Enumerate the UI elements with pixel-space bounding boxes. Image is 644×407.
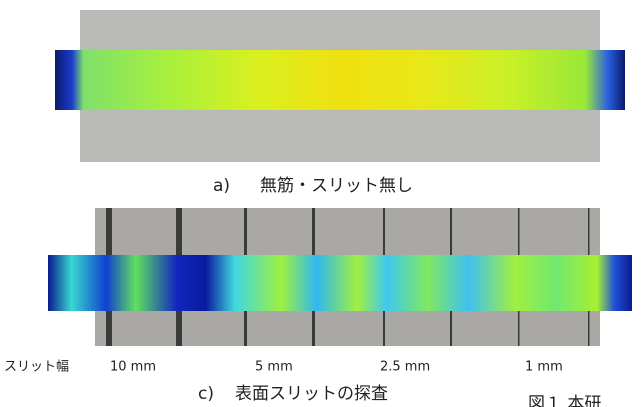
heatmap-a [55, 50, 625, 110]
slit-width: 2.5 mm [380, 360, 430, 375]
slit-width: 5 mm [255, 360, 293, 375]
slit-width: 1 mm [525, 360, 563, 375]
panel-label: a) [213, 176, 230, 196]
panel-caption: 無筋・スリット無し [260, 176, 413, 196]
figure-caption: 図１ 本研 [528, 394, 601, 407]
axis-label: スリット幅 [4, 360, 69, 375]
heatmap-c [48, 255, 632, 311]
panel-caption: 表面スリットの探査 [235, 384, 388, 404]
page: a) 無筋・スリット無し スリット幅 10 mm 5 mm 2.5 mm 1 m… [0, 0, 644, 407]
slit-width: 10 mm [110, 360, 156, 375]
figure: a) 無筋・スリット無し スリット幅 10 mm 5 mm 2.5 mm 1 m… [0, 0, 644, 407]
panel-label: c) [198, 384, 214, 404]
